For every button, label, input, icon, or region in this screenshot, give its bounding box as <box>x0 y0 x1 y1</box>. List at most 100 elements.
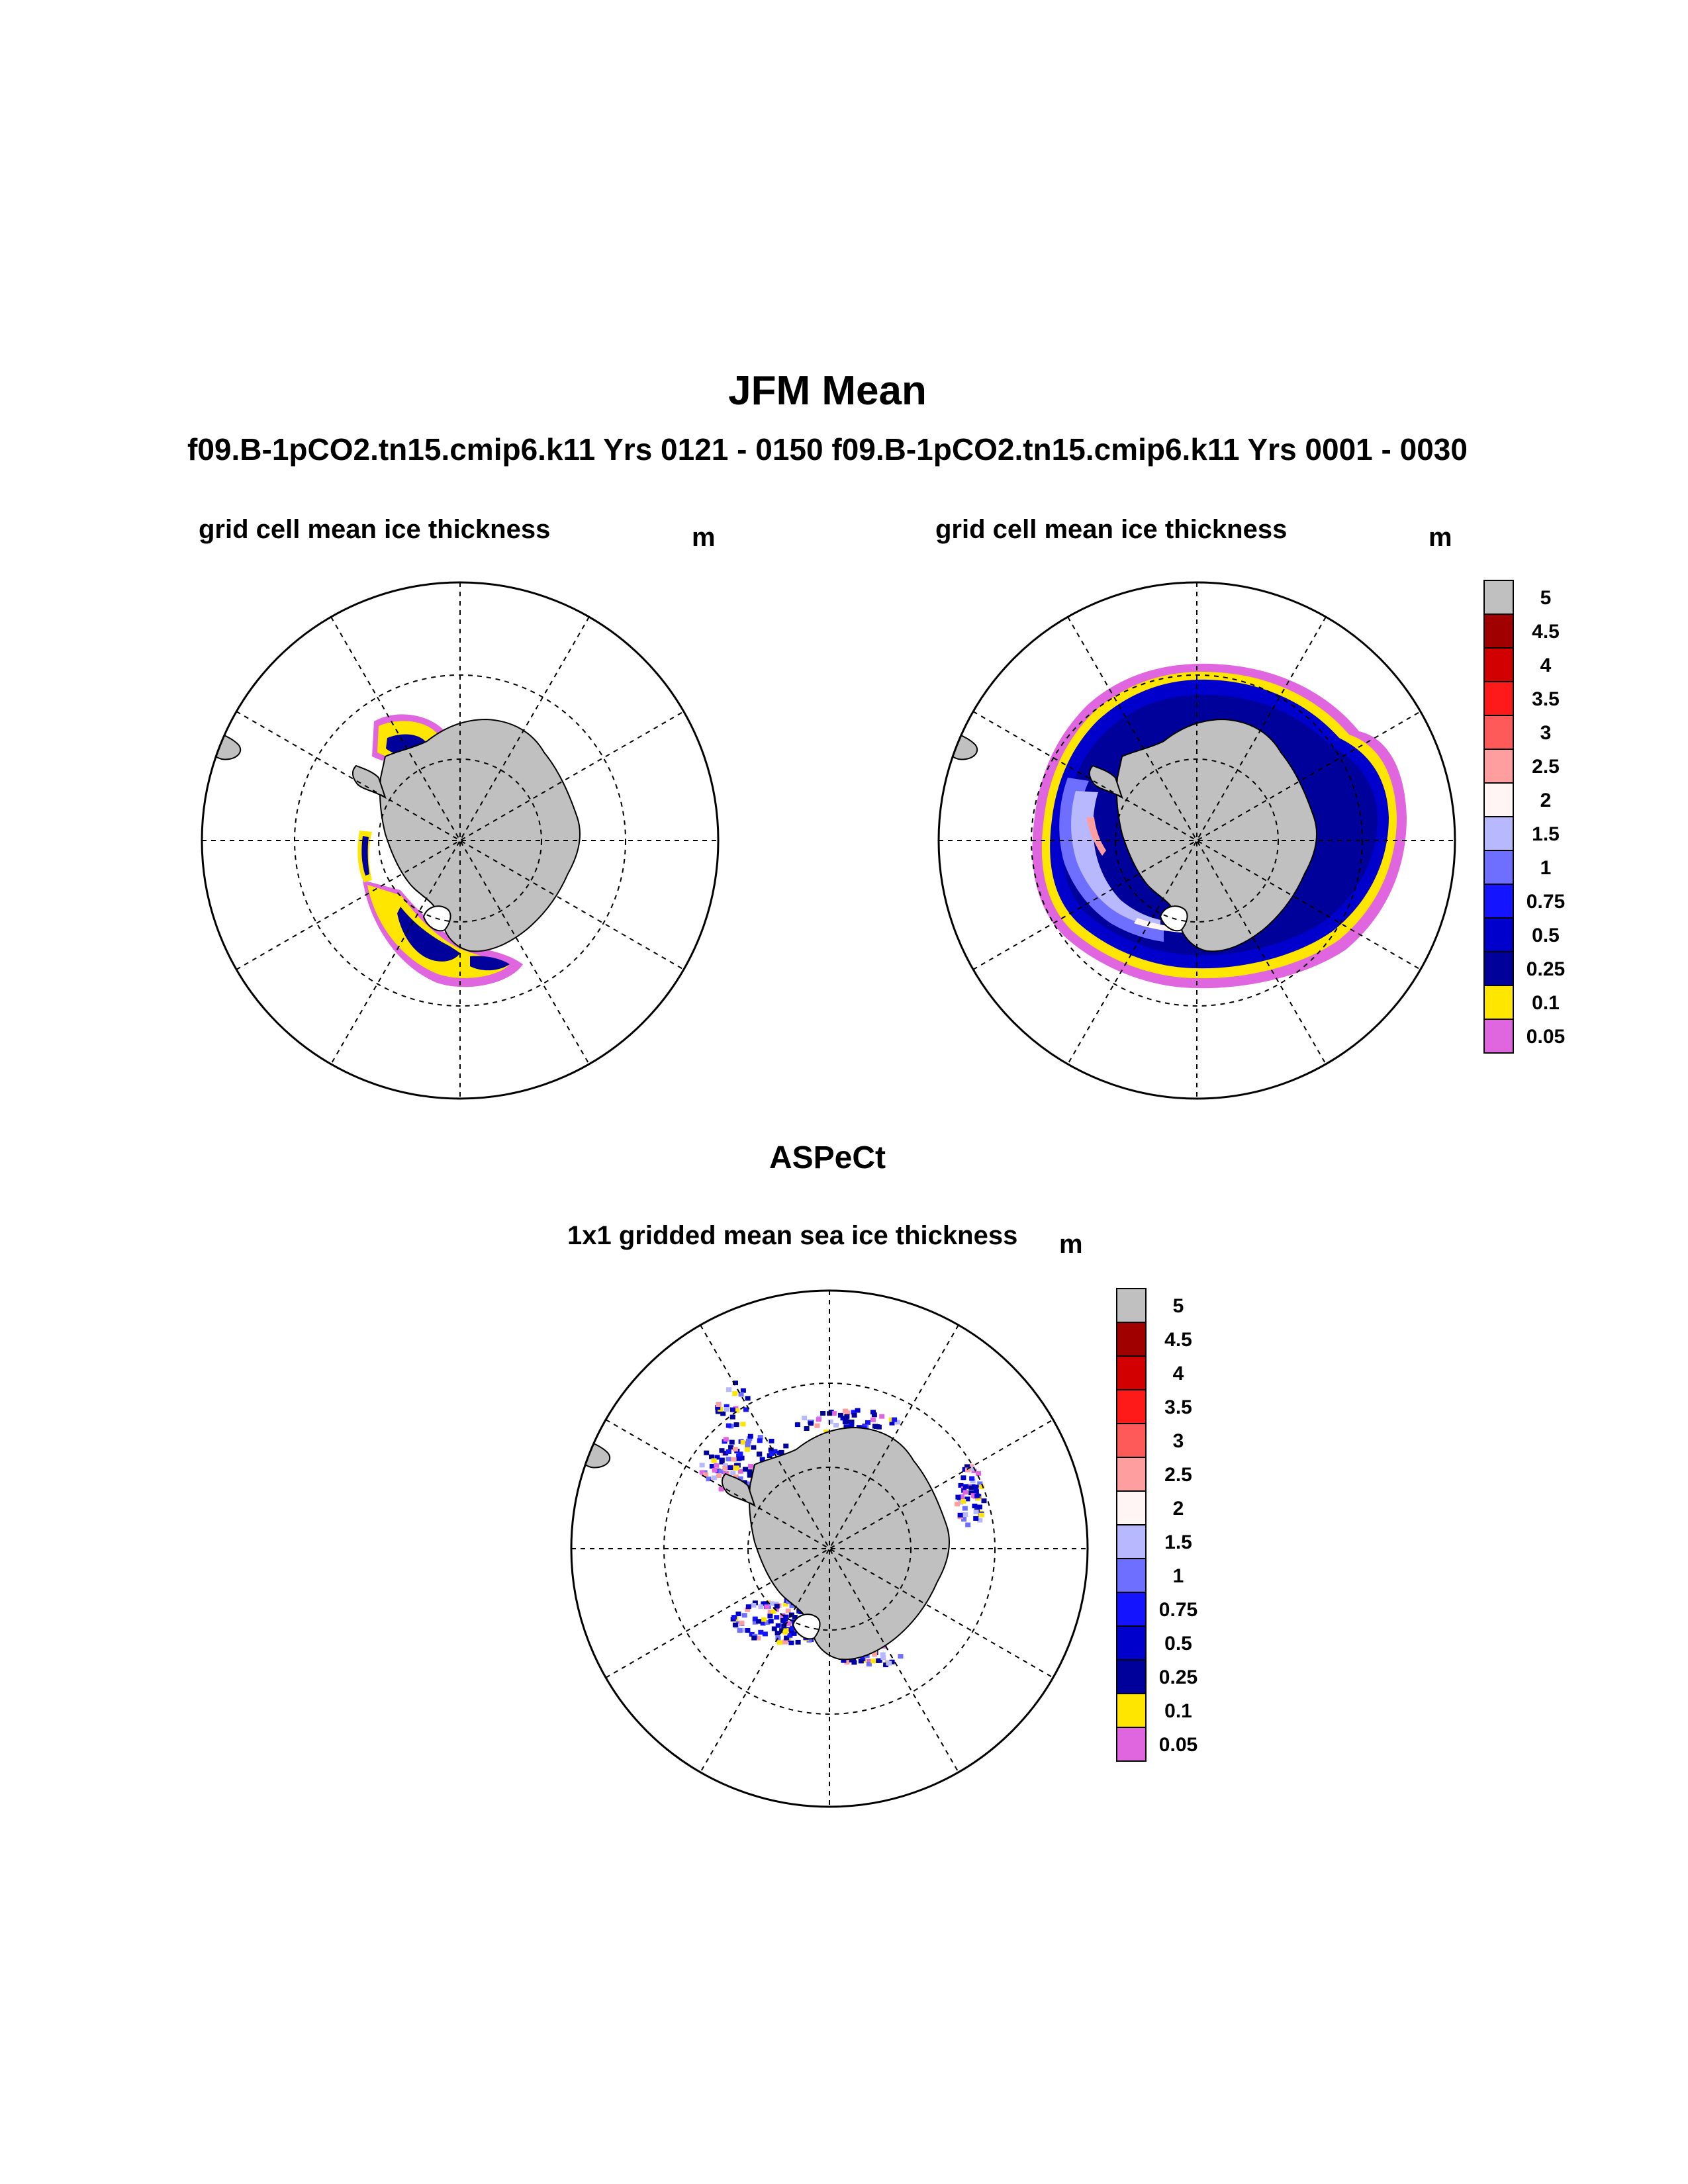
observation-cell <box>752 1600 758 1606</box>
colorbar-swatch <box>1116 1558 1147 1593</box>
figure-subtitle: f09.B-1pCO2.tn15.cmip6.k11 Yrs 0121 - 01… <box>187 432 1468 467</box>
observation-cell <box>866 1661 872 1666</box>
observation-cell <box>831 1411 837 1416</box>
colorbar-label: 3 <box>1173 1430 1184 1452</box>
observation-cell <box>758 1629 764 1635</box>
colorbar-label: 2 <box>1173 1498 1184 1520</box>
observation-cell <box>740 1422 746 1427</box>
observation-cell <box>973 1489 979 1494</box>
colorbar-swatch <box>1116 1727 1147 1762</box>
colorbar-label: 5 <box>1540 587 1552 609</box>
colorbar-swatch <box>1483 681 1514 716</box>
observation-cell <box>702 1472 708 1477</box>
observation-cell <box>976 1504 982 1510</box>
colorbar-label: 4.5 <box>1164 1329 1192 1351</box>
observation-cell <box>886 1661 892 1666</box>
observation-cell <box>976 1471 982 1476</box>
observation-cell <box>748 1464 753 1469</box>
colorbar-label: 1.5 <box>1532 823 1560 845</box>
map-boundary <box>937 581 1456 1100</box>
colorbar-label: 0.1 <box>1532 992 1560 1014</box>
observation-cell <box>969 1466 975 1471</box>
colorbar-label: 0.1 <box>1164 1700 1192 1722</box>
observation-cell <box>757 1435 763 1440</box>
observation-cell <box>733 1465 739 1471</box>
observation-cell <box>714 1463 720 1468</box>
observation-cell <box>804 1426 810 1431</box>
colorbar-swatch <box>1483 782 1514 817</box>
colorbar-swatch <box>1116 1457 1147 1492</box>
observation-cell <box>745 1604 751 1610</box>
colorbar-swatch <box>1483 715 1514 750</box>
observation-cell <box>715 1409 721 1414</box>
observation-cell <box>737 1476 743 1481</box>
colorbar-label: 5 <box>1173 1295 1184 1317</box>
colorbar-label: 1 <box>1540 857 1552 879</box>
colorbar-swatch <box>1116 1524 1147 1559</box>
panel3-unit: m <box>1059 1230 1083 1259</box>
observation-cell <box>973 1510 979 1514</box>
observation-cell <box>973 1484 979 1490</box>
colorbar-swatch <box>1483 647 1514 682</box>
observation-cell <box>723 1437 729 1442</box>
observation-cell <box>739 1620 745 1625</box>
observation-cell <box>849 1420 855 1424</box>
figure-title: JFM Mean <box>728 368 927 414</box>
observation-cell <box>712 1468 718 1473</box>
colorbar-swatch <box>1483 850 1514 885</box>
observation-cell <box>751 1635 757 1641</box>
observation-cell <box>788 1640 794 1645</box>
observation-cell <box>763 1601 769 1606</box>
observation-cell <box>745 1607 751 1612</box>
observation-cell <box>964 1464 970 1469</box>
observation-cell <box>759 1457 765 1462</box>
observation-cell <box>733 1422 739 1428</box>
observation-cell <box>735 1621 741 1626</box>
colorbar-swatch <box>1116 1490 1147 1525</box>
observation-cell <box>781 1623 787 1629</box>
observation-cell <box>714 1455 720 1460</box>
observation-cell <box>965 1467 970 1473</box>
observation-cell <box>729 1407 735 1412</box>
observation-cell <box>783 1614 789 1619</box>
observation-cell <box>784 1635 790 1641</box>
map-panel-1 <box>201 581 720 1100</box>
observation-cell <box>975 1496 981 1501</box>
observation-cell <box>752 1616 758 1621</box>
observation-cell <box>957 1512 963 1518</box>
observation-cell <box>745 1441 751 1446</box>
observation-cell <box>972 1504 978 1508</box>
observation-cell <box>769 1438 774 1443</box>
observation-cell <box>741 1613 747 1618</box>
observation-cell <box>739 1455 745 1461</box>
observation-cell <box>699 1470 705 1475</box>
observation-cell <box>732 1622 738 1627</box>
observation-cell <box>892 1417 898 1422</box>
panel2-title: grid cell mean ice thickness <box>935 515 1288 544</box>
observation-cell <box>791 1631 797 1636</box>
observation-cell <box>732 1447 738 1452</box>
graticule <box>202 582 718 1099</box>
colorbar-label: 2.5 <box>1532 756 1560 778</box>
observation-cell <box>767 1610 773 1615</box>
colorbar-swatch <box>1116 1592 1147 1627</box>
colorbar-label: 4.5 <box>1532 621 1560 643</box>
observation-cell <box>774 1604 780 1609</box>
observation-cell <box>735 1612 741 1617</box>
observation-cell <box>977 1481 983 1486</box>
observation-cell <box>875 1658 881 1663</box>
observation-cell <box>981 1498 987 1504</box>
observation-cell <box>806 1637 812 1643</box>
observation-cell <box>963 1484 968 1489</box>
colorbar-swatch <box>1483 749 1514 784</box>
observation-cell <box>764 1604 770 1610</box>
observation-cell <box>727 1465 733 1471</box>
observation-cell <box>722 1465 728 1471</box>
observation-cell <box>724 1404 729 1409</box>
observation-cell <box>734 1463 740 1468</box>
observation-cell <box>849 1422 855 1428</box>
colorbar-swatch <box>1116 1389 1147 1424</box>
observation-cell <box>726 1387 732 1392</box>
observation-cell <box>724 1407 729 1412</box>
observation-cell <box>827 1419 833 1424</box>
